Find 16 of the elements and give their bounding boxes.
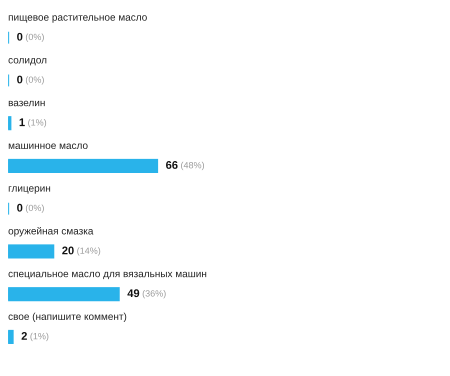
y-tick-label: солидол bbox=[8, 58, 46, 66]
data-label: 2 (1%) bbox=[22, 332, 48, 342]
data-label: 66 (48%) bbox=[166, 161, 204, 170]
data-label: 0 (0%) bbox=[17, 32, 44, 42]
y-tick-label: вазелин bbox=[8, 100, 45, 106]
y-tick-label: пищевое растительное масло bbox=[8, 15, 147, 23]
y-tick-label: свое (напишите коммент) bbox=[8, 312, 126, 322]
y-tick-label: специальное масло для вязальных машин bbox=[8, 272, 206, 280]
data-label: 0 (0%) bbox=[17, 204, 44, 213]
data-label: 1 (1%) bbox=[20, 118, 46, 128]
data-label: 0 (0%) bbox=[17, 76, 44, 85]
y-tick-label: машинное масло bbox=[8, 144, 88, 150]
data-label: 20 (14%) bbox=[62, 246, 100, 256]
y-tick-label: глицерин bbox=[8, 186, 50, 194]
y-tick-label: оружейная смазка bbox=[8, 226, 94, 236]
data-label: 49 (36%) bbox=[127, 289, 166, 298]
